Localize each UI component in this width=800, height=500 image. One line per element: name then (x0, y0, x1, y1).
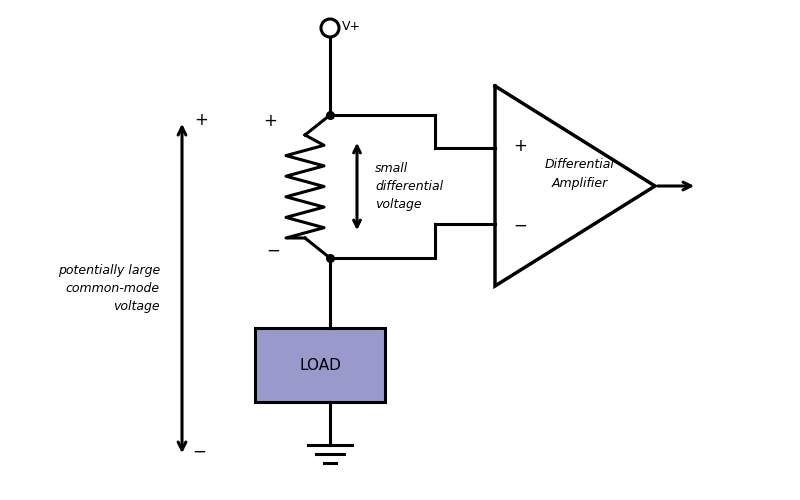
Text: −: − (192, 443, 206, 461)
Text: Differential
Amplifier: Differential Amplifier (545, 158, 615, 190)
Text: potentially large
common-mode
voltage: potentially large common-mode voltage (58, 264, 160, 313)
Text: +: + (263, 112, 277, 130)
Text: −: − (513, 217, 527, 235)
Text: −: − (266, 242, 280, 260)
Text: +: + (513, 137, 527, 155)
Text: small
differential
voltage: small differential voltage (375, 162, 443, 211)
Bar (255, 328, 385, 402)
Text: V+: V+ (342, 20, 361, 32)
Text: LOAD: LOAD (299, 358, 341, 372)
Text: +: + (194, 111, 208, 129)
